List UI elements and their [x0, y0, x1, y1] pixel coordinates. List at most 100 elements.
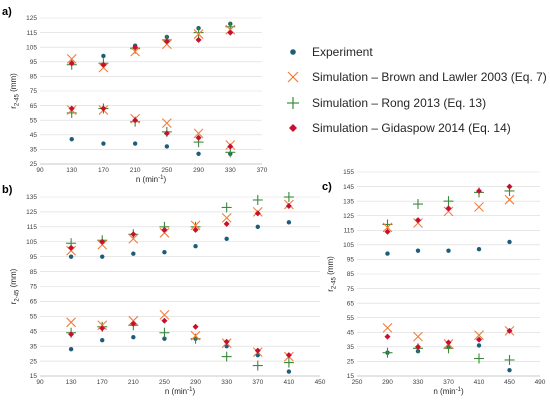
x-tick-label: 370 — [443, 379, 454, 386]
x-tick-label: 330 — [413, 379, 424, 386]
legend: Experiment Simulation – Brown and Lawler… — [287, 45, 547, 135]
point-gidaspow — [130, 320, 137, 327]
point-experiment — [286, 369, 292, 374]
point-experiment — [476, 247, 482, 252]
y-axis-label: r2-45 (mm) — [326, 256, 338, 292]
legend-label-rong: Simulation – Rong 2013 (Eq. 13) — [312, 96, 486, 110]
point-brown-lawler — [382, 222, 393, 233]
point-gidaspow — [132, 44, 139, 51]
x-tick-label: 450 — [315, 379, 326, 386]
point-experiment — [132, 141, 138, 146]
panel-label: c) — [322, 181, 332, 193]
y-tick-label: 35 — [30, 343, 38, 350]
x-tick-label: 330 — [221, 379, 232, 386]
point-experiment — [101, 141, 106, 146]
point-gidaspow — [254, 347, 261, 354]
point-brown-lawler — [190, 220, 201, 231]
y-tick-label: 15 — [30, 373, 38, 380]
y-tick-label: 45 — [30, 328, 38, 335]
x-tick-label: 250 — [352, 379, 363, 386]
point-gidaspow — [68, 331, 75, 338]
point-brown-lawler — [474, 330, 484, 341]
y-tick-label: 45 — [347, 329, 355, 336]
point-experiment — [255, 352, 260, 358]
point-gidaspow — [445, 205, 452, 212]
point-brown-lawler — [413, 331, 423, 342]
y-tick-label: 115 — [27, 224, 38, 231]
point-gidaspow — [415, 217, 421, 224]
point-rong — [252, 194, 263, 205]
legend-label-gidaspow: Simulation – Gidaspow 2014 (Eq. 14) — [312, 121, 511, 135]
point-gidaspow — [161, 317, 168, 324]
y-axis-label: r2-45 (mm) — [9, 73, 21, 109]
point-gidaspow — [132, 117, 139, 124]
x-tick-label: 330 — [225, 167, 236, 174]
point-gidaspow — [445, 339, 452, 346]
point-rong — [474, 353, 484, 364]
x-tick-label: 170 — [97, 379, 108, 386]
x-tick-label: 210 — [130, 167, 141, 174]
y-tick-label: 65 — [30, 299, 38, 306]
legend-item-rong: Simulation – Rong 2013 (Eq. 13) — [287, 96, 486, 110]
x-tick-label: 90 — [36, 167, 44, 174]
point-gidaspow — [285, 202, 292, 209]
point-gidaspow — [227, 29, 234, 36]
y-tick-label: 15 — [347, 373, 355, 380]
point-rong — [283, 192, 294, 202]
x-tick-label: 370 — [252, 379, 263, 386]
y-tick-label: 135 — [26, 194, 37, 201]
x-icon — [287, 71, 299, 83]
point-brown-lawler — [161, 118, 172, 129]
y-axis-label: r2-45 (mm) — [9, 268, 21, 304]
y-tick-label: 115 — [344, 227, 355, 234]
point-gidaspow — [163, 38, 170, 45]
point-rong — [504, 354, 515, 365]
y-tick-label: 25 — [347, 359, 355, 366]
point-experiment — [286, 220, 292, 225]
y-tick-label: 155 — [343, 169, 354, 176]
point-experiment — [255, 224, 260, 230]
point-gidaspow — [384, 228, 391, 235]
point-experiment — [162, 336, 167, 341]
legend-item-gidaspow: Simulation – Gidaspow 2014 (Eq. 14) — [289, 121, 511, 135]
point-experiment — [164, 144, 170, 149]
y-tick-label: 105 — [26, 239, 37, 246]
point-experiment — [100, 338, 105, 343]
y-tick-label: 75 — [347, 286, 355, 293]
y-tick-label: 135 — [343, 198, 354, 205]
point-gidaspow — [195, 36, 202, 43]
x-tick-label: 290 — [382, 379, 393, 386]
y-tick-label: 115 — [27, 30, 38, 37]
point-gidaspow — [68, 105, 75, 112]
point-gidaspow — [100, 105, 107, 112]
y-tick-label: 95 — [30, 254, 38, 261]
point-experiment — [507, 239, 512, 245]
panel-label: b) — [2, 184, 13, 196]
point-gidaspow — [68, 60, 75, 67]
point-gidaspow — [99, 325, 106, 332]
point-experiment — [476, 343, 482, 348]
point-brown-lawler — [190, 330, 201, 341]
point-gidaspow — [476, 336, 482, 343]
x-axis-label: n (min-1) — [136, 175, 167, 184]
y-tick-label: 55 — [347, 315, 355, 322]
point-rong — [413, 199, 423, 210]
point-gidaspow — [223, 220, 230, 227]
plus-icon — [287, 97, 299, 109]
point-brown-lawler — [128, 233, 139, 244]
legend-label-brown-lawler: Simulation – Brown and Lawler 2003 (Eq. … — [312, 70, 547, 84]
point-brown-lawler — [221, 212, 232, 223]
y-tick-label: 125 — [26, 15, 37, 22]
x-tick-label: 410 — [474, 379, 485, 386]
point-experiment — [193, 244, 198, 249]
point-brown-lawler — [130, 46, 141, 57]
point-gidaspow — [506, 327, 513, 334]
chart-panel-a: a) 25 35 45 55 65 75 85 95 105 115 125 90 130 170 210 25… — [2, 6, 268, 184]
x-tick-label: 290 — [193, 167, 204, 174]
point-gidaspow — [415, 343, 421, 350]
point-brown-lawler — [193, 128, 204, 139]
point-rong — [252, 360, 263, 371]
y-tick-label: 65 — [30, 103, 38, 110]
y-tick-label: 35 — [30, 147, 38, 154]
y-tick-label: 105 — [343, 242, 354, 249]
